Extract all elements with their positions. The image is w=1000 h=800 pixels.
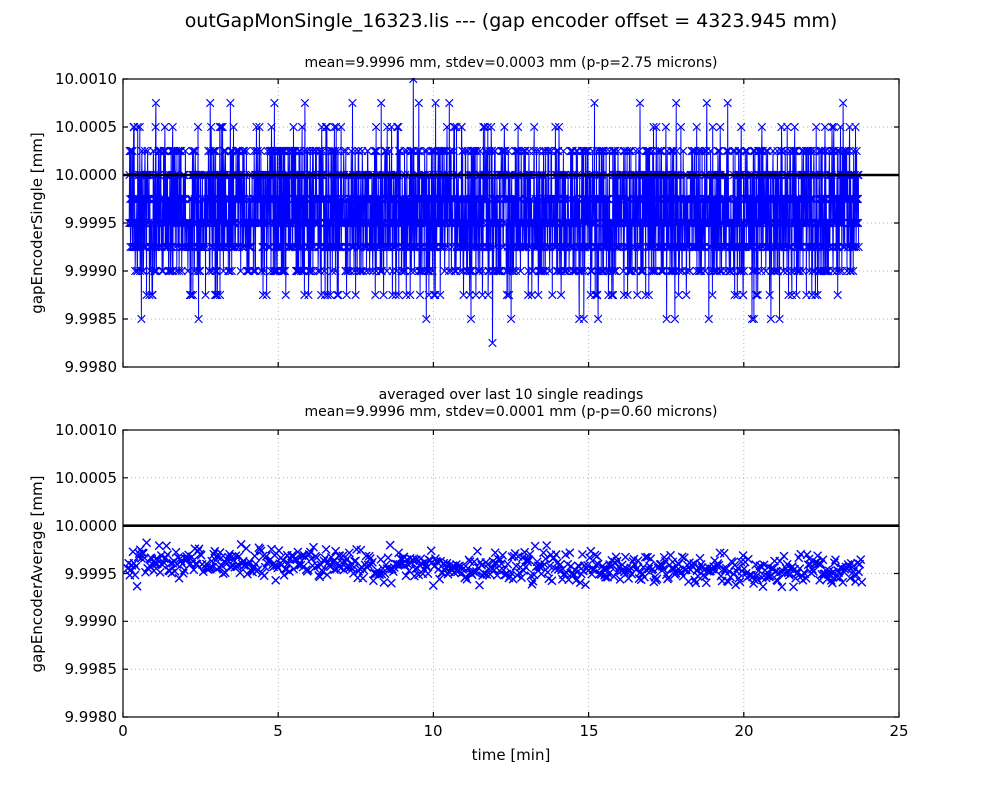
top-plot-title: mean=9.9996 mm, stdev=0.0003 mm (p-p=2.7… bbox=[304, 55, 718, 71]
x-tick-label: 0 bbox=[118, 722, 128, 740]
y-tick-label: 10.0000 bbox=[54, 517, 117, 535]
x-tick-label: 20 bbox=[734, 722, 754, 740]
series-line bbox=[128, 78, 860, 344]
y-tick-label: 9.9985 bbox=[64, 310, 118, 328]
x-axis-label: time [min] bbox=[471, 746, 551, 764]
y-tick-label: 10.0010 bbox=[54, 421, 117, 439]
y-tick-label: 9.9990 bbox=[64, 262, 118, 280]
x-tick-label: 15 bbox=[579, 722, 599, 740]
y-tick-label: 9.9995 bbox=[64, 565, 118, 583]
y-tick-label: 10.0000 bbox=[54, 166, 117, 184]
figure-title: outGapMonSingle_16323.lis --- (gap encod… bbox=[184, 10, 838, 32]
y-tick-label: 10.0005 bbox=[54, 118, 117, 136]
y-tick-label: 10.0005 bbox=[54, 469, 117, 487]
plot-frame bbox=[122, 429, 900, 718]
y-tick-label: 9.9985 bbox=[64, 660, 118, 678]
series-markers bbox=[123, 538, 867, 592]
y-tick-label: 9.9990 bbox=[64, 612, 118, 630]
y-tick-label: 9.9995 bbox=[64, 214, 118, 232]
single-readings-plot bbox=[122, 78, 900, 368]
bottom-plot-title-line2: mean=9.9996 mm, stdev=0.0001 mm (p-p=0.6… bbox=[304, 404, 718, 420]
x-tick-label: 5 bbox=[273, 722, 283, 740]
y-tick-label: 10.0010 bbox=[54, 70, 117, 88]
bottom-plot-title-line1: averaged over last 10 single readings bbox=[378, 387, 644, 403]
plot-frame bbox=[122, 78, 900, 368]
y-tick-label: 9.9980 bbox=[64, 358, 118, 376]
x-tick-label: 25 bbox=[889, 722, 909, 740]
x-tick-label: 10 bbox=[423, 722, 443, 740]
y-tick-label: 9.9980 bbox=[64, 708, 118, 726]
averaged-readings-plot bbox=[122, 429, 900, 718]
